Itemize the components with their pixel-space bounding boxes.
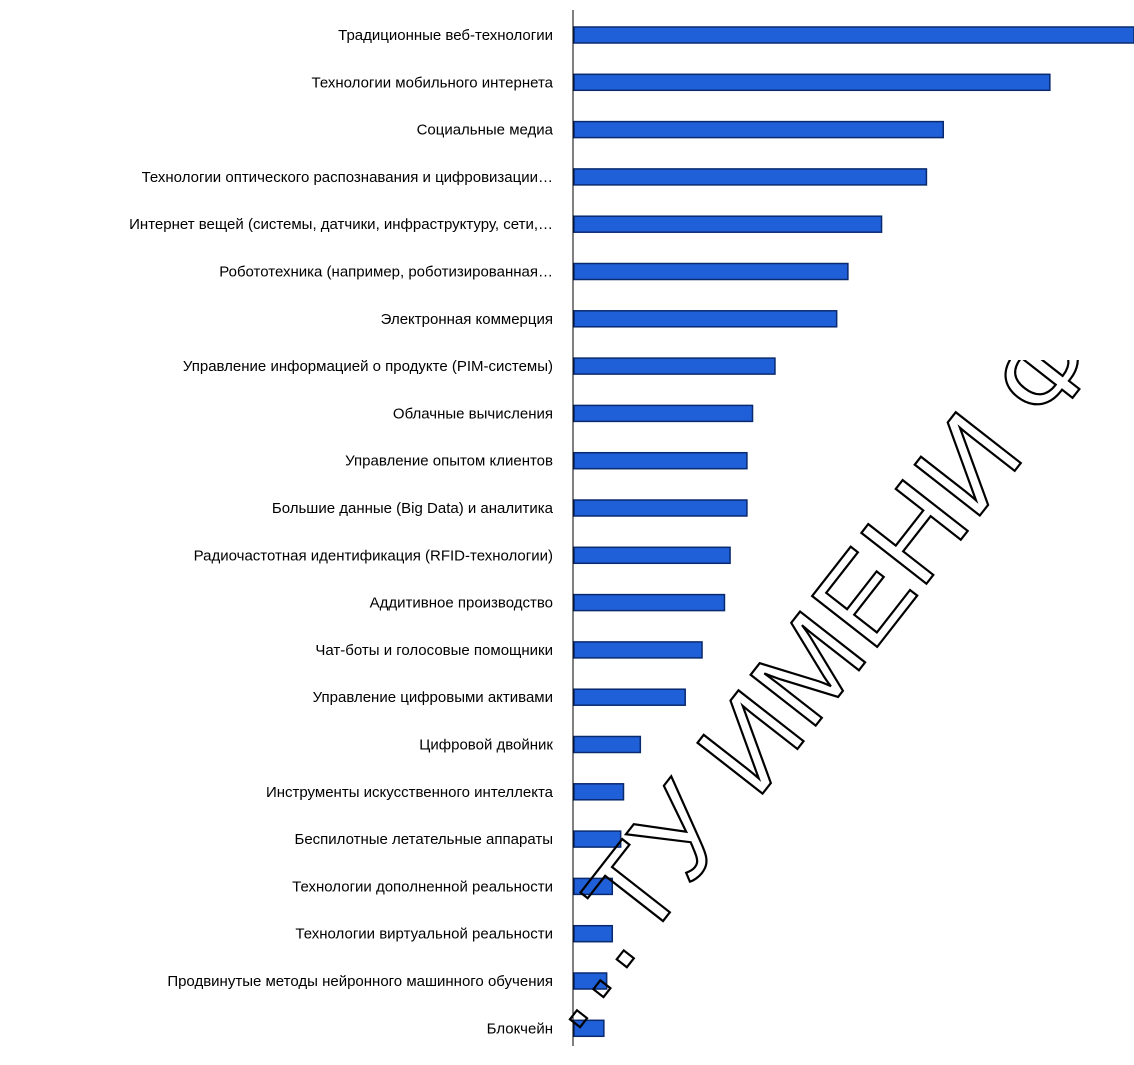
bar [573, 120, 945, 139]
bar [573, 310, 838, 328]
category-label: Интернет вещей (системы, датчики, инфрас… [129, 216, 553, 233]
category-label: Радиочастотная идентификация (RFID-техно… [194, 547, 553, 564]
category-label: Управление опытом клиентов [345, 453, 553, 470]
bar [573, 499, 748, 517]
bar [573, 404, 754, 423]
bar [573, 546, 731, 565]
category-label: Технологии оптического распознавания и ц… [142, 169, 553, 186]
bar [573, 924, 614, 943]
bars [573, 26, 1134, 1038]
category-label: Беспилотные летательные аппараты [294, 831, 553, 848]
bar [573, 735, 642, 754]
category-labels: Традиционные веб-технологии Технологии мо… [129, 27, 554, 1037]
category-label: Традиционные веб-технологии [338, 27, 553, 44]
bar [573, 215, 883, 233]
bar [573, 262, 849, 281]
category-label: Технологии мобильного интернета [312, 74, 554, 91]
bar [573, 1019, 605, 1038]
category-label: Чат-боты и голосовые помощники [315, 642, 553, 659]
category-label: Технологии дополненной реальности [292, 878, 553, 895]
category-label: Управление цифровыми активами [313, 689, 553, 706]
bar [573, 357, 776, 375]
bar [573, 877, 614, 896]
category-label: Аддитивное производство [370, 595, 553, 612]
category-label: Цифровой двойник [419, 737, 553, 754]
category-label: Электронная коммерция [381, 311, 553, 328]
category-label: Облачные вычисления [393, 405, 553, 422]
category-label: Инструменты искусственного интеллекта [266, 784, 554, 801]
category-label: Робототехника (например, роботизированна… [219, 264, 553, 281]
bar [573, 73, 1051, 92]
category-label: Технологии виртуальной реальности [295, 926, 553, 943]
bar [573, 783, 625, 801]
category-label: Блокчейн [487, 1020, 553, 1037]
bar [573, 26, 1134, 44]
category-label: Большие данные (Big Data) и аналитика [272, 500, 554, 517]
bar [573, 593, 726, 612]
category-label: Продвинутые методы нейронного машинного … [167, 973, 553, 990]
category-label: Управление информацией о продукте (PIM-с… [183, 358, 553, 375]
bar [573, 451, 748, 470]
bar [573, 641, 703, 659]
bar [573, 168, 928, 186]
bar [573, 688, 686, 706]
bar [573, 972, 608, 990]
bar [573, 830, 622, 848]
category-label: Социальные медиа [417, 122, 554, 139]
